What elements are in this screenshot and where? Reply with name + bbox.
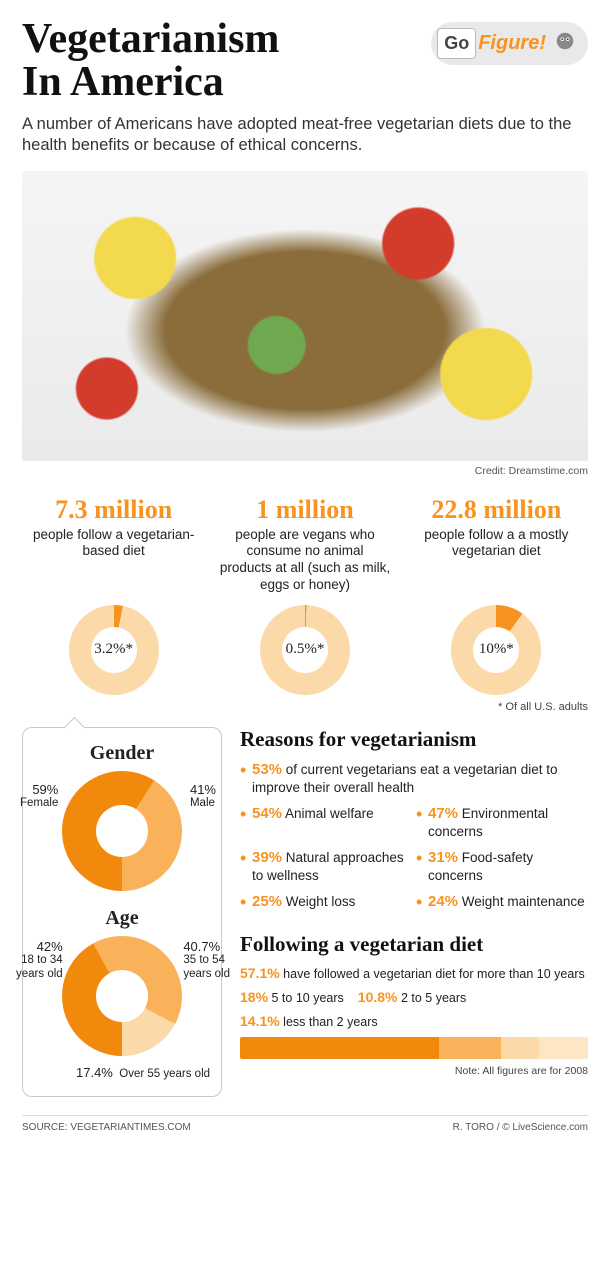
stat-desc: people follow a a mostly vegetarian diet bbox=[411, 527, 582, 597]
reason-text: Weight maintenance bbox=[462, 894, 585, 909]
reason-pct: 31% bbox=[428, 849, 458, 866]
footer-credit: R. TORO / © LiveScience.com bbox=[453, 1122, 588, 1133]
reason-item: 39% Natural approaches to wellness bbox=[240, 848, 412, 885]
reason-pct: 39% bbox=[252, 849, 282, 866]
infographic-page: Vegetarianism In America Go Figure! A nu… bbox=[0, 0, 610, 1147]
donut-chart: 0.5%* bbox=[260, 605, 350, 695]
following-title: Following a vegetarian diet bbox=[240, 932, 588, 957]
age-label-2: 40.7%35 to 54years old bbox=[183, 940, 230, 981]
bar-segment bbox=[240, 1037, 439, 1059]
bar-segment bbox=[439, 1037, 502, 1059]
age-donut: 42%18 to 34years old 40.7%35 to 54years … bbox=[62, 936, 182, 1056]
title-block: Vegetarianism In America bbox=[22, 18, 279, 104]
gender-title: Gender bbox=[33, 742, 211, 765]
donut-label: 10%* bbox=[473, 627, 519, 673]
badge-go: Go bbox=[437, 28, 476, 59]
donut-chart: 10%* bbox=[451, 605, 541, 695]
reason-item: 47% Environmental concerns bbox=[416, 804, 588, 841]
reason-pct: 47% bbox=[428, 805, 458, 822]
donut-label: 3.2%* bbox=[91, 627, 137, 673]
footer: SOURCE: VEGETARIANTIMES.COM R. TORO / © … bbox=[22, 1115, 588, 1133]
stats-row: 7.3 million people follow a vegetarian-b… bbox=[22, 495, 588, 695]
reasons-title: Reasons for vegetarianism bbox=[240, 727, 588, 752]
duration-labels: 57.1% have followed a vegetarian diet fo… bbox=[240, 965, 588, 1029]
gender-female-label: 59%Female bbox=[20, 783, 58, 811]
donut-label: 0.5%* bbox=[282, 627, 328, 673]
lower-section: Gender 59%Female 41%Male Age 42%18 to 34… bbox=[22, 727, 588, 1097]
stat-mostly: 22.8 million people follow a a mostly ve… bbox=[405, 495, 588, 695]
hero-credit: Credit: Dreamstime.com bbox=[22, 465, 588, 477]
title-line2: In America bbox=[22, 61, 279, 104]
mascot-icon bbox=[554, 30, 576, 58]
reason-pct: 24% bbox=[428, 893, 458, 910]
reason-item: 54% Animal welfare bbox=[240, 804, 412, 841]
age-title: Age bbox=[33, 907, 211, 930]
following-section: Following a vegetarian diet 57.1% have f… bbox=[240, 932, 588, 1077]
stat-vegetarian: 7.3 million people follow a vegetarian-b… bbox=[22, 495, 205, 695]
stats-footnote: * Of all U.S. adults bbox=[22, 701, 588, 713]
donut-chart: 3.2%* bbox=[69, 605, 159, 695]
reason-text: of current vegetarians eat a vegetarian … bbox=[252, 762, 557, 796]
title-line1: Vegetarianism bbox=[22, 18, 279, 61]
age-label-3: 17.4% Over 55 years old bbox=[76, 1066, 210, 1081]
duration-item: 57.1% have followed a vegetarian diet fo… bbox=[240, 965, 585, 981]
reason-item: 31% Food-safety concerns bbox=[416, 848, 588, 885]
badge-figure: Figure! bbox=[478, 32, 546, 55]
stat-desc: people are vegans who consume no animal … bbox=[219, 527, 390, 597]
footer-source: SOURCE: VEGETARIANTIMES.COM bbox=[22, 1122, 191, 1133]
reason-lead: 53% of current vegetarians eat a vegetar… bbox=[240, 760, 588, 797]
reason-text: Animal welfare bbox=[285, 806, 374, 821]
stat-vegan: 1 million people are vegans who consume … bbox=[213, 495, 396, 695]
stat-num: 22.8 million bbox=[411, 495, 582, 525]
stat-num: 1 million bbox=[219, 495, 390, 525]
reason-pct: 54% bbox=[252, 805, 282, 822]
duration-item: 18% 5 to 10 years bbox=[240, 989, 344, 1005]
bar-segment bbox=[539, 1037, 588, 1059]
gender-donut: 59%Female 41%Male bbox=[62, 771, 182, 891]
reason-item: 24% Weight maintenance bbox=[416, 892, 588, 912]
bar-segment bbox=[501, 1037, 539, 1059]
subtitle: A number of Americans have adopted meat-… bbox=[22, 114, 588, 157]
reasons-grid: 54% Animal welfare47% Environmental conc… bbox=[240, 804, 588, 919]
stat-num: 7.3 million bbox=[28, 495, 199, 525]
age-label-1: 42%18 to 34years old bbox=[16, 940, 63, 981]
following-note: Note: All figures are for 2008 bbox=[240, 1065, 588, 1077]
duration-bar bbox=[240, 1037, 588, 1059]
demographics-box: Gender 59%Female 41%Male Age 42%18 to 34… bbox=[22, 727, 222, 1097]
gofigure-badge: Go Figure! bbox=[431, 22, 588, 65]
duration-item: 10.8% 2 to 5 years bbox=[358, 989, 467, 1005]
header: Vegetarianism In America Go Figure! bbox=[22, 18, 588, 104]
right-column: Reasons for vegetarianism 53% of current… bbox=[240, 727, 588, 1097]
reason-text: Weight loss bbox=[286, 894, 356, 909]
hero-image bbox=[22, 171, 588, 461]
reason-pct: 25% bbox=[252, 893, 282, 910]
duration-item: 14.1% less than 2 years bbox=[240, 1013, 378, 1029]
reason-pct: 53% bbox=[252, 761, 282, 778]
stat-desc: people follow a vegetarian-based diet bbox=[28, 527, 199, 597]
reason-item: 25% Weight loss bbox=[240, 892, 412, 912]
gender-male-label: 41%Male bbox=[190, 783, 216, 811]
